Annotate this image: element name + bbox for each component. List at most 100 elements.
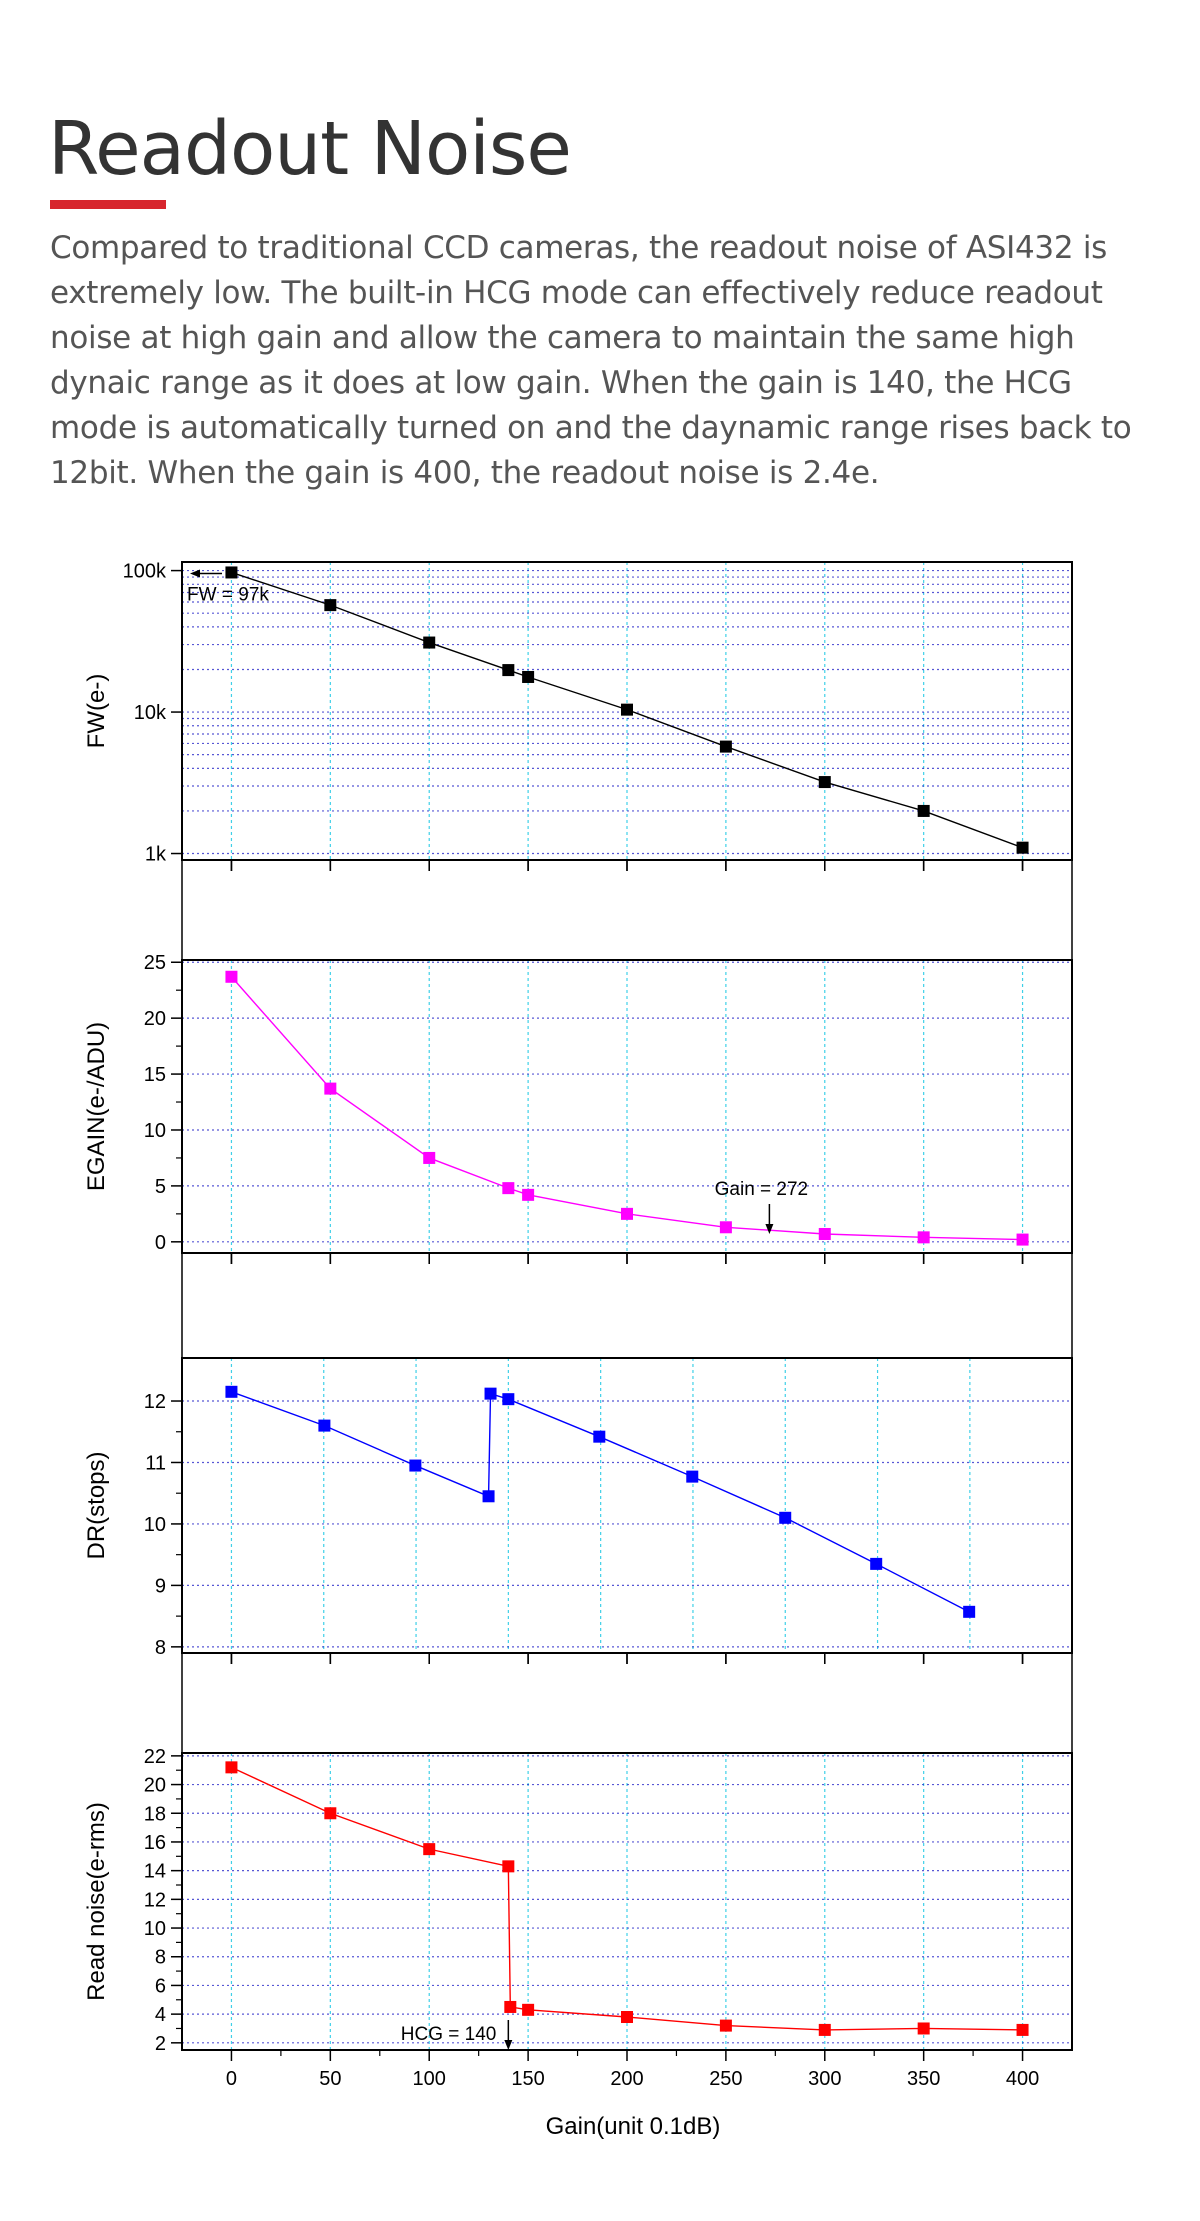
data-point (522, 2003, 535, 2016)
y-tick-label: 8 (155, 1947, 166, 1969)
data-point (423, 1843, 436, 1856)
data-point (482, 1490, 495, 1503)
data-point (719, 2019, 732, 2032)
annotation-fw: FW = 97k (187, 584, 269, 605)
data-point (719, 1221, 732, 1234)
data-point (504, 2000, 517, 2013)
y-tick-label: 18 (144, 1803, 166, 1825)
data-point (502, 664, 515, 677)
y-tick-label: 20 (144, 1008, 166, 1030)
data-point (522, 1188, 535, 1201)
x-tick-label: 300 (808, 2068, 841, 2090)
y-tick-label: 10 (144, 1120, 166, 1142)
data-point (484, 1387, 497, 1400)
data-point (719, 740, 732, 753)
y-axis-label: DR(stops) (83, 1451, 110, 1559)
data-point (870, 1557, 883, 1570)
y-tick-label: 15 (144, 1064, 166, 1086)
annotation-arrow-head (765, 1224, 774, 1234)
data-point (1016, 841, 1029, 854)
panel-spacer-3 (181, 1652, 1073, 1754)
data-point (917, 1231, 930, 1244)
x-tick-label: 50 (319, 2068, 341, 2090)
y-tick-label: 22 (144, 1746, 166, 1768)
y-tick-label: 9 (155, 1575, 166, 1597)
y-axis-label: Read noise(e-rms) (83, 1802, 110, 2001)
y-tick-label: 25 (144, 952, 166, 974)
y-tick-label: 12 (144, 1889, 166, 1911)
data-point (409, 1459, 422, 1472)
y-tick-label: 14 (144, 1861, 166, 1883)
data-point (1016, 1233, 1029, 1246)
x-tick-label: 350 (907, 2068, 940, 2090)
x-tick-label: 0 (226, 2068, 237, 2090)
annotation-hcg: HCG = 140 (401, 2024, 497, 2045)
y-tick-label: 6 (155, 1975, 166, 1997)
y-tick-label: 11 (145, 1452, 166, 1474)
data-point (318, 1419, 331, 1432)
data-point (917, 2022, 930, 2035)
panel-spacer-2 (181, 1252, 1073, 1359)
data-point (502, 1393, 515, 1406)
y-tick-label: 1k (145, 844, 167, 866)
data-point (593, 1430, 606, 1443)
y-axis-label: EGAIN(e-/ADU) (83, 1022, 110, 1191)
annotation-arrow-head (504, 2040, 513, 2050)
chart-panel-2: 0 5 10 15 20 25 EGAIN(e-/ADU) (83, 952, 1073, 1264)
chart-panel-4: 2 4 6 8 10 12 14 16 18 20 22 Read noise(e-rms) (83, 1746, 1073, 2061)
data-point (779, 1511, 792, 1524)
page-title: Readout Noise (48, 106, 572, 192)
data-point (423, 636, 436, 649)
data-point (225, 970, 238, 983)
x-tick-label: 100 (413, 2068, 446, 2090)
data-point (621, 2011, 633, 2023)
data-point (423, 1151, 436, 1164)
data-point (324, 599, 337, 612)
data-point (225, 566, 238, 579)
y-tick-label: 10 (144, 1918, 166, 1940)
x-tick-label: 400 (1006, 2068, 1039, 2090)
data-point (225, 1761, 238, 1774)
y-tick-label: 5 (155, 1176, 166, 1198)
y-tick-label: 100k (123, 561, 167, 583)
title-underline (50, 200, 166, 209)
data-point (621, 1207, 633, 1220)
y-tick-label: 16 (144, 1832, 166, 1854)
y-tick-label: 12 (144, 1391, 166, 1413)
y-tick-label: 2 (155, 2033, 166, 2055)
data-point (686, 1470, 699, 1483)
data-point (502, 1860, 515, 1873)
y-tick-label: 4 (155, 2004, 166, 2026)
data-point (818, 1227, 831, 1240)
y-tick-label: 10k (134, 702, 167, 724)
y-axis-label: FW(e-) (83, 674, 110, 749)
data-point (818, 776, 831, 789)
plot-frame (181, 1357, 1073, 1654)
chart-panel-1: 1k 10k 100k FW(e-) (83, 561, 1073, 871)
y-tick-label: 8 (155, 1637, 166, 1659)
data-point (324, 1082, 337, 1095)
data-point (818, 2023, 831, 2036)
annotation-gain: Gain = 272 (715, 1179, 809, 1200)
y-tick-label: 0 (155, 1232, 166, 1254)
data-point (324, 1807, 337, 1820)
x-axis-label: Gain(unit 0.1dB) (546, 2113, 721, 2140)
data-point (917, 804, 930, 817)
annotation-arrow-head (190, 569, 200, 578)
data-point (621, 703, 633, 716)
data-point (963, 1605, 976, 1618)
panel-spacer-1 (181, 859, 1073, 961)
chart-panel-3: 8 9 10 11 12 DR(stops) (83, 1357, 1073, 1664)
data-point (502, 1182, 515, 1195)
intro-paragraph: Compared to traditional CCD cameras, the… (50, 230, 1132, 491)
data-point (1016, 2023, 1029, 2036)
data-point (522, 670, 535, 683)
y-tick-label: 20 (144, 1775, 166, 1797)
x-tick-label: 200 (610, 2068, 643, 2090)
y-tick-label: 10 (144, 1514, 166, 1536)
series-line (230, 976, 1023, 1241)
x-tick-label: 150 (511, 2068, 544, 2090)
series-line (231, 571, 1023, 849)
x-tick-label: 250 (709, 2068, 742, 2090)
